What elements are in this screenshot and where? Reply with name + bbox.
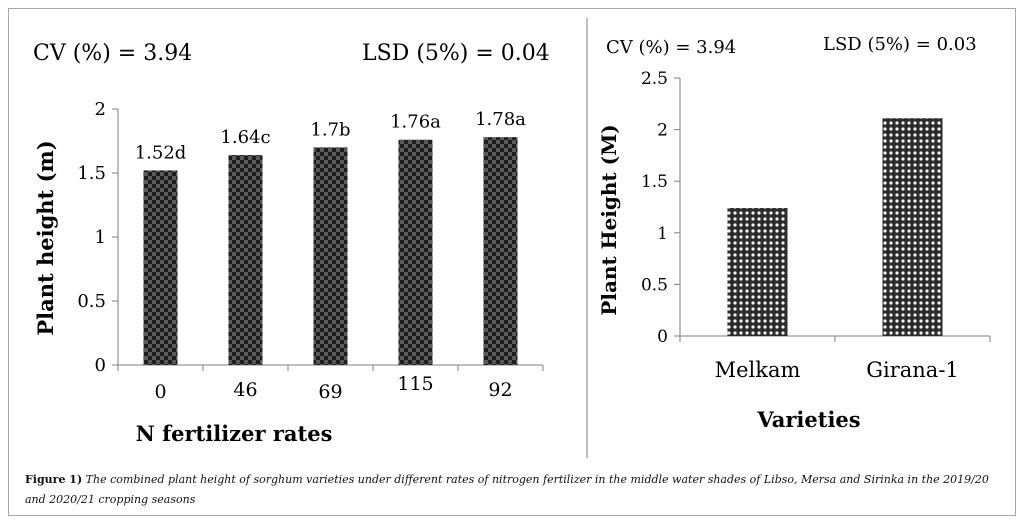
chart2-y-tick-label: 0 [657, 327, 668, 347]
chart2-y-tick-label: 0.5 [641, 275, 668, 295]
caption-label: Figure 1) [25, 473, 83, 486]
chart1-y-tick-label: 1 [95, 227, 106, 248]
chart1-category-label: 115 [397, 373, 433, 395]
chart1-data-label: 1.52d [135, 142, 187, 163]
chart1-data-label: 1.78a [475, 109, 526, 130]
figure-frame [8, 8, 1016, 516]
caption-text: The combined plant height of sorghum var… [25, 473, 989, 506]
chart1-x-axis-label: N fertilizer rates [136, 421, 333, 446]
chart1-category-label: 92 [488, 379, 512, 401]
chart2-bar [882, 118, 943, 336]
chart2-y-axis-label: Plant Height (M) [597, 124, 621, 315]
chart2-y-tick-label: 1.5 [641, 172, 668, 192]
figure-caption: Figure 1) The combined plant height of s… [25, 470, 1010, 510]
chart1-data-label: 1.76a [390, 112, 441, 133]
chart2-cv-annotation: CV (%) = 3.94 [606, 37, 736, 58]
chart1-bar [143, 170, 178, 365]
chart1-data-label: 1.7b [310, 119, 350, 140]
chart1-category-label: 0 [154, 381, 166, 403]
chart1-y-axis-label: Plant height (m) [33, 140, 58, 335]
chart2-y-tick-label: 2 [657, 121, 668, 141]
chart2-category-label: Melkam [715, 358, 801, 382]
chart2-category-label: Girana-1 [866, 358, 959, 382]
chart1-category-label: 69 [318, 381, 342, 403]
chart1-plot-area: 0 0.5 1 1.5 2 0 1.52d 46 1.64c 69 1.7b 115 1.76a 92 1.… [77, 99, 544, 403]
chart2-y-tick-label: 1 [657, 224, 668, 244]
chart1-y-tick-label: 0.5 [77, 291, 106, 312]
chart2-lsd-annotation: LSD (5%) = 0.03 [823, 34, 977, 55]
chart1-cv-annotation: CV (%) = 3.94 [33, 41, 192, 66]
chart1-lsd-annotation: LSD (5%) = 0.04 [362, 41, 550, 66]
chart1-category-label: 46 [233, 379, 257, 401]
chart1-bar [398, 139, 433, 365]
chart1-bar [228, 155, 263, 365]
chart1-y-tick-label: 0 [95, 355, 106, 376]
chart1-bar [313, 147, 348, 365]
chart1-bar [483, 137, 518, 365]
chart2-x-axis-label: Varieties [756, 407, 860, 432]
chart1-data-label: 1.64c [220, 127, 270, 148]
chart1-y-tick-label: 1.5 [77, 163, 106, 184]
chart1-y-tick-label: 2 [95, 99, 106, 120]
chart2-plot-area: 0 0.5 1 1.5 2 2.5 Melkam Girana-1 [641, 69, 991, 382]
chart2-y-tick-label: 2.5 [641, 69, 668, 89]
chart2-bar [727, 208, 788, 336]
